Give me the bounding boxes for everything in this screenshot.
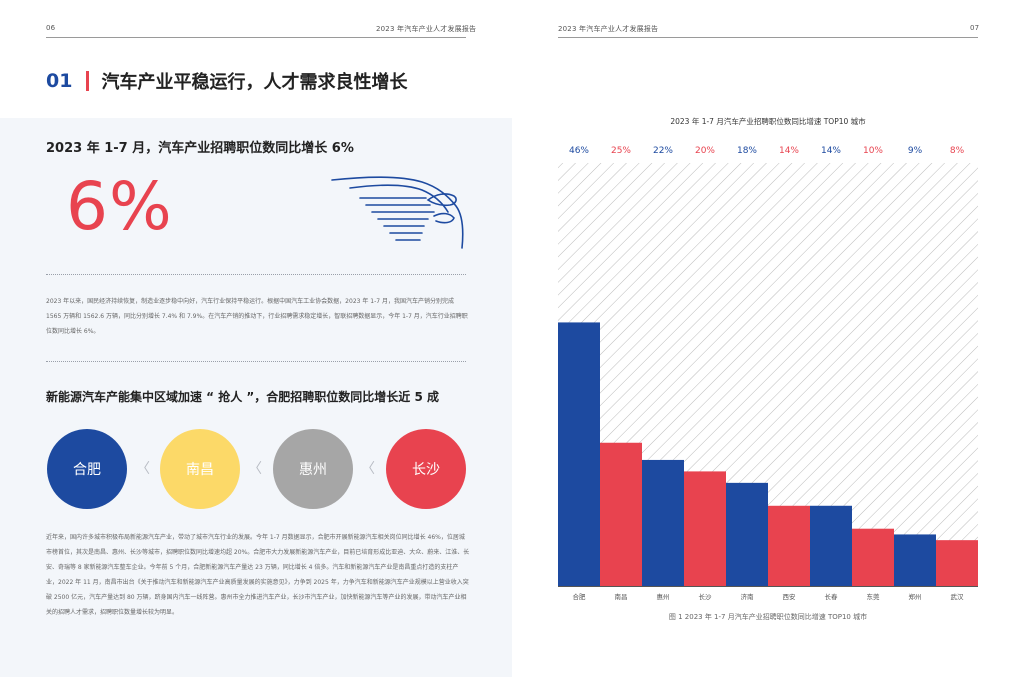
x-tick-label: 惠州 [656, 593, 670, 601]
x-tick-label: 武汉 [950, 593, 964, 601]
bar-4 [726, 482, 768, 586]
bar-9 [936, 540, 978, 586]
bar-8 [894, 534, 936, 586]
bar-value-label: 14% [778, 146, 799, 156]
x-tick-label: 长沙 [698, 593, 712, 601]
bar-5 [768, 505, 810, 586]
section-number: 01 [46, 70, 73, 92]
right-page-number: 07 [970, 24, 980, 32]
chart-x-axis [558, 586, 978, 587]
city-circle-changsha: 长沙 [386, 429, 466, 509]
city-circle-label: 合肥 [73, 462, 101, 478]
chart-caption: 图 1 2023 年 1-7 月汽车产业招聘职位数同比增速 TOP10 城市 [668, 613, 868, 621]
bar-value-label: 18% [736, 146, 757, 156]
x-tick-label: 济南 [740, 593, 754, 601]
left-page-number: 06 [46, 24, 56, 32]
bar-value-label: 25% [610, 146, 631, 156]
bar-value-label: 10% [862, 146, 883, 156]
bar-value-label: 22% [652, 146, 673, 156]
right-header-rule [558, 37, 978, 38]
left-page: 06 2023 年汽车产业人才发展报告 01 汽车产业平稳运行，人才需求良性增长… [0, 24, 512, 677]
city-circle-nanchang: 南昌 [160, 429, 240, 509]
city-circle-huizhou: 惠州 [273, 429, 353, 509]
bar-value-label: 46% [568, 146, 589, 156]
chevron-left-icon: 〈 [136, 461, 150, 477]
bar-value-label: 9% [907, 146, 923, 156]
x-tick-label: 合肥 [572, 593, 586, 601]
city-circle-label: 长沙 [412, 462, 440, 478]
left-header-rule [46, 37, 466, 38]
bar-value-label: 14% [820, 146, 841, 156]
bar-2 [642, 459, 684, 586]
left-header-title: 2023 年汽车产业人才发展报告 [376, 25, 477, 33]
paragraph-industry-overview: 2023 年以来，国民经济持续恢复，制造业逐步稳中向好，汽车行业保持平稳运行。根… [46, 298, 468, 335]
bar-1 [600, 442, 642, 586]
city-circle-label: 惠州 [299, 462, 327, 478]
bar-3 [684, 471, 726, 586]
highlight-big-value: 6% [66, 168, 173, 245]
highlight-subtitle: 2023 年 1-7 月，汽车产业招聘职位数同比增长 6% [46, 141, 354, 156]
bar-value-label: 20% [694, 146, 715, 156]
x-tick-label: 西安 [782, 593, 796, 601]
x-tick-label: 郑州 [908, 593, 922, 601]
city-circle-label: 南昌 [186, 462, 214, 478]
divider-dotted-1 [46, 274, 466, 275]
right-header-title: 2023 年汽车产业人才发展报告 [558, 25, 659, 33]
chart-title: 2023 年 1-7 月汽车产业招聘职位数同比增速 TOP10 城市 [670, 117, 866, 126]
x-tick-label: 南昌 [614, 593, 628, 601]
divider-dotted-2 [46, 361, 466, 362]
city-circle-hefei: 合肥 [47, 429, 127, 509]
nev-subtitle: 新能源汽车产能集中区域加速 “ 抢人 ”，合肥招聘职位数同比增长近 5 成 [46, 390, 440, 404]
section-heading: 01 汽车产业平稳运行，人才需求良性增长 [46, 66, 407, 96]
chevron-left-icon: 〈 [248, 461, 262, 477]
paragraph-nev-cities: 近年来，国内许多城市积极布局新能源汽车产业，带动了城市汽车行业的发展。今年 1-… [46, 534, 470, 616]
bar-7 [852, 528, 894, 586]
x-tick-label: 东莞 [866, 593, 880, 601]
bar-0 [558, 322, 600, 586]
chevron-left-icon: 〈 [361, 461, 375, 477]
section-divider [86, 71, 90, 91]
x-tick-label: 长春 [824, 593, 838, 601]
car-line-art-icon [331, 176, 464, 249]
bar-value-label: 8% [949, 146, 965, 156]
bar-6 [810, 505, 852, 586]
section-title: 汽车产业平稳运行，人才需求良性增长 [101, 72, 408, 93]
left-content-panel [0, 118, 512, 677]
